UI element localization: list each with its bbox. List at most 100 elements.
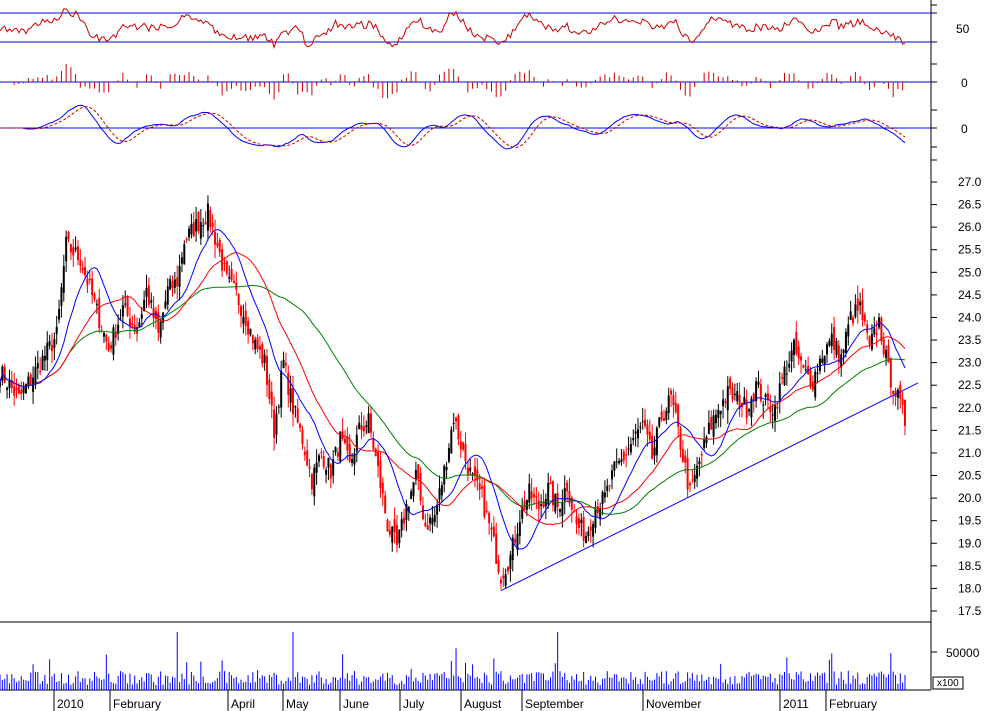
candle-body — [206, 203, 209, 231]
candle-body — [249, 328, 252, 335]
candle-body — [473, 466, 476, 477]
candle-body — [431, 517, 434, 525]
candle-body — [492, 526, 495, 537]
candle-body — [639, 426, 642, 428]
month-label: May — [286, 697, 309, 711]
candle-body — [821, 358, 824, 363]
candle-body — [34, 366, 37, 385]
price-tick-label: 23.0 — [958, 356, 982, 370]
candle-body — [240, 306, 243, 317]
candle-body — [3, 366, 6, 383]
month-label: February — [113, 697, 161, 711]
rsi-panel — [0, 8, 906, 49]
candle-body — [268, 379, 271, 400]
candle-body — [443, 465, 446, 485]
candle-body — [353, 453, 356, 465]
candle-body — [608, 484, 611, 486]
candle-body — [875, 333, 878, 336]
candle-body — [783, 366, 786, 385]
candle-body — [228, 276, 231, 279]
candle-body — [0, 381, 1, 387]
candle-body — [681, 449, 684, 462]
candle-body — [733, 393, 736, 396]
candle-body — [261, 344, 264, 364]
candle-body — [242, 316, 245, 324]
candle-body — [885, 350, 888, 359]
candle-body — [273, 409, 276, 439]
candle-body — [471, 473, 474, 475]
candle-body — [204, 221, 207, 225]
price-tick-label: 18.5 — [958, 559, 982, 573]
candle-body — [391, 526, 394, 543]
candle-body — [769, 406, 772, 413]
candle-body — [159, 321, 162, 338]
candle-body — [367, 413, 370, 434]
candle-body — [736, 391, 739, 402]
candle-body — [469, 467, 472, 472]
candle-body — [837, 345, 840, 363]
candle-body — [861, 299, 864, 321]
candle-body — [211, 222, 214, 227]
candle-body — [724, 400, 727, 404]
candle-body — [322, 456, 325, 467]
candle-body — [452, 422, 455, 424]
price-tick-label: 22.0 — [958, 401, 982, 415]
candle-body — [43, 355, 46, 361]
candle-body — [53, 339, 56, 349]
candle-body — [107, 342, 110, 351]
candle-body — [39, 370, 42, 373]
candle-body — [407, 506, 410, 512]
candle-body — [369, 413, 372, 433]
candle-body — [596, 506, 599, 514]
price-axis: 27.0 26.5 26.0 25.5 25.0 24.5 24.0 23.5 23.0 22.5… — [931, 4, 982, 653]
candle-body — [670, 390, 673, 395]
month-label: 2011 — [783, 697, 809, 711]
price-tick-label: 26.5 — [958, 198, 982, 212]
rsi-line — [0, 8, 906, 49]
candle-body — [797, 346, 800, 359]
candle-body — [445, 467, 448, 470]
histogram-panel — [4, 64, 904, 100]
candle-body — [809, 369, 812, 387]
candle-body — [729, 378, 732, 389]
candle-body — [117, 324, 120, 334]
candle-body — [714, 414, 717, 424]
candle-body — [854, 304, 857, 317]
candle-body — [377, 451, 380, 467]
candle-body — [102, 332, 105, 337]
candle-body — [559, 509, 562, 512]
candle-body — [152, 307, 155, 319]
candle-body — [414, 470, 417, 480]
candle-body — [247, 320, 250, 335]
candle-body — [844, 331, 847, 353]
signal-line — [0, 106, 906, 149]
candle-body — [306, 450, 309, 466]
candle-body — [308, 466, 311, 469]
candle-body — [646, 424, 649, 435]
candle-body — [410, 491, 413, 500]
candle-body — [157, 312, 160, 333]
candle-body — [282, 359, 285, 369]
candle-body — [778, 383, 781, 402]
candle-body — [518, 522, 521, 536]
candle-body — [154, 310, 157, 320]
candle-body — [686, 458, 689, 490]
candle-body — [750, 398, 753, 418]
candle-body — [634, 431, 637, 434]
candle-body — [93, 294, 96, 300]
candle-body — [707, 422, 710, 434]
candle-body — [868, 336, 871, 345]
candle-body — [804, 369, 807, 371]
candle-body — [412, 482, 415, 496]
candle-body — [636, 429, 639, 439]
candle-body — [105, 334, 108, 342]
candle-body — [563, 488, 566, 502]
candle-body — [722, 399, 725, 407]
candle-body — [244, 310, 247, 327]
trendline — [500, 382, 919, 592]
candle-body — [726, 386, 729, 411]
price-panel — [0, 195, 919, 592]
candle-body — [603, 492, 606, 498]
candle-body — [481, 486, 484, 489]
candle-body — [95, 303, 98, 306]
